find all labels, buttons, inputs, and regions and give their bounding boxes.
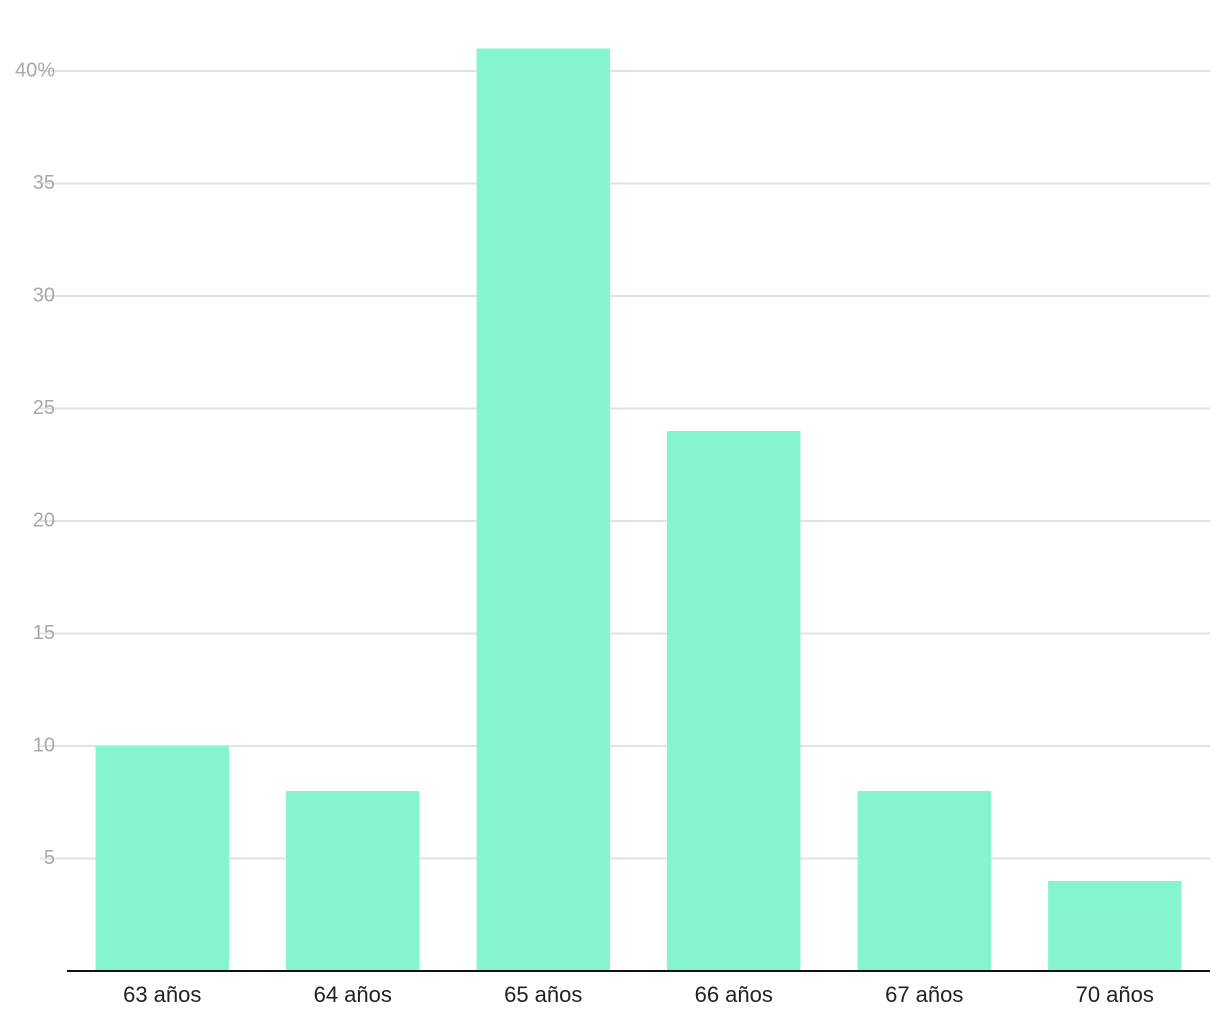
- bar: [1048, 881, 1182, 971]
- y-tick-label: 35: [33, 172, 55, 194]
- y-tick-label: 10: [33, 734, 55, 756]
- bar: [95, 746, 229, 971]
- y-tick-label: 30: [33, 284, 55, 306]
- x-tick-label: 64 años: [314, 982, 392, 1007]
- bar: [667, 431, 801, 971]
- y-tick-label: 40%: [15, 59, 55, 81]
- y-tick-label: 15: [33, 622, 55, 644]
- bar: [286, 791, 420, 971]
- x-tick-label: 65 años: [504, 982, 582, 1007]
- y-tick-label: 5: [44, 847, 55, 869]
- x-tick-label: 63 años: [123, 982, 201, 1007]
- bar: [857, 791, 991, 971]
- y-tick-label: 20: [33, 509, 55, 531]
- x-tick-label: 70 años: [1076, 982, 1154, 1007]
- x-tick-label: 67 años: [885, 982, 963, 1007]
- y-tick-label: 25: [33, 397, 55, 419]
- bar: [476, 48, 610, 971]
- x-tick-label: 66 años: [695, 982, 773, 1007]
